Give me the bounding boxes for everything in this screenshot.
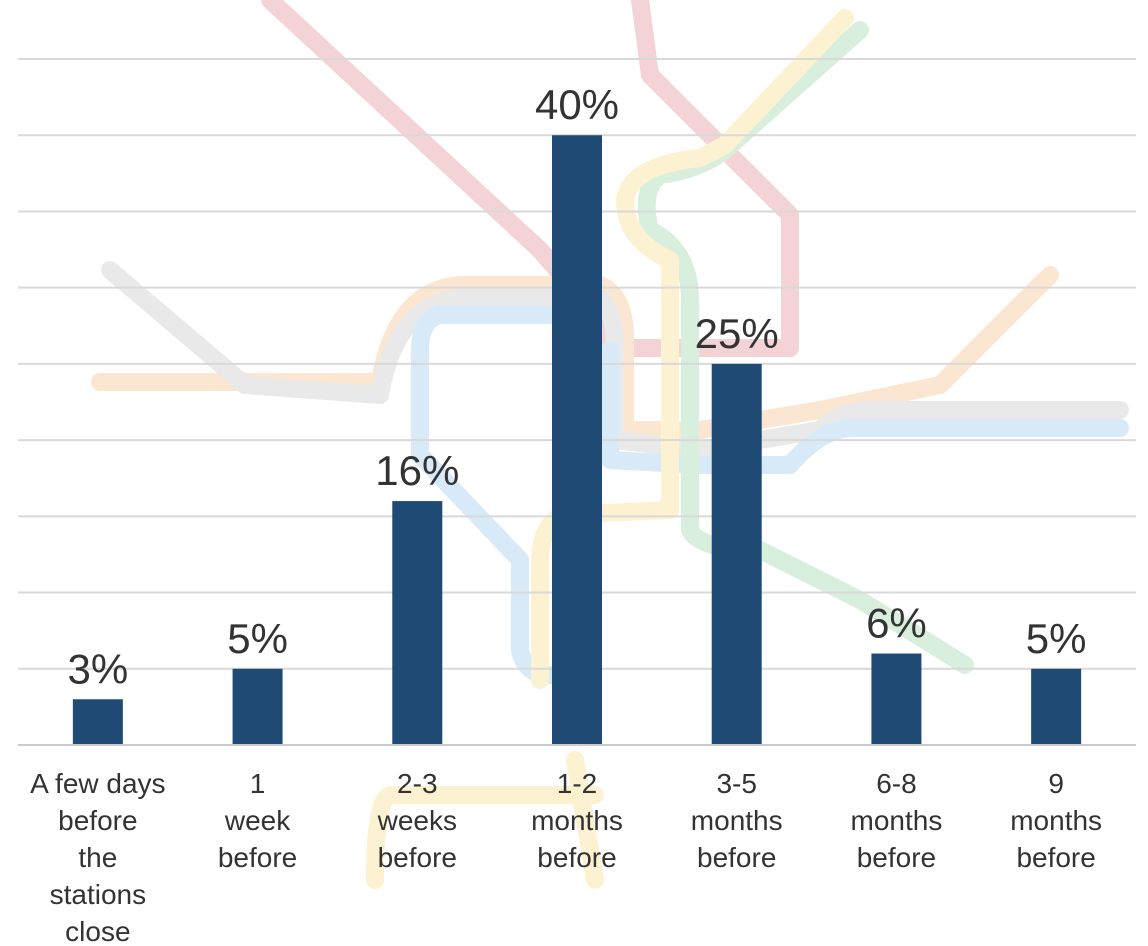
category-label-line: 2-3 — [397, 768, 437, 799]
bar — [72, 699, 123, 745]
category-label-line: before — [1016, 842, 1095, 873]
category-label-line: 6-8 — [876, 768, 916, 799]
category-label-line: months — [691, 805, 783, 836]
category-label: 6-8 months before — [851, 768, 943, 873]
category-label-line: before — [857, 842, 936, 873]
data-label: 40% — [535, 81, 619, 128]
bar — [552, 135, 602, 745]
category-label-line: before — [537, 842, 616, 873]
category-label-line: 9 — [1048, 768, 1064, 799]
category-label-line: before — [697, 842, 776, 873]
bar — [711, 363, 762, 745]
category-label: 3-5 months before — [691, 768, 783, 873]
metro-line-green — [637, 21, 974, 674]
category-label-line: months — [1010, 805, 1102, 836]
category-label-line: 1-2 — [557, 768, 597, 799]
metro-line-blue — [411, 306, 1129, 684]
data-label: 5% — [227, 615, 288, 662]
category-label-line: before — [218, 842, 297, 873]
metro-line-orange — [91, 266, 1059, 439]
bar — [232, 668, 283, 745]
category-label-line: months — [851, 805, 943, 836]
category-label-line: before — [58, 805, 137, 836]
data-label: 6% — [866, 600, 927, 647]
value-labels: 3% 5% 16% 40% 25% 6% 5% — [68, 81, 1087, 692]
category-label-line: the — [78, 842, 117, 873]
data-label: 16% — [375, 447, 459, 494]
category-label-line: months — [531, 805, 623, 836]
category-label-line: stations — [50, 879, 147, 910]
category-label: 2-3 weeks before — [377, 768, 457, 873]
category-label-line: 1 — [250, 768, 266, 799]
data-label: 5% — [1026, 615, 1087, 662]
category-label-line: close — [65, 916, 130, 946]
metro-line-red — [261, 0, 799, 357]
bar — [392, 501, 443, 745]
category-label-line: weeks — [377, 805, 457, 836]
category-label-line: A few days — [30, 768, 165, 799]
data-label: 25% — [695, 310, 779, 357]
category-label: A few days before the stations close — [30, 768, 165, 946]
category-label-line: before — [378, 842, 457, 873]
category-label-line: week — [224, 805, 291, 836]
bar — [1031, 668, 1082, 745]
data-label: 3% — [68, 645, 129, 692]
bar — [871, 653, 922, 745]
metro-map-background — [91, 0, 1129, 889]
metro-line-silver — [101, 261, 1129, 459]
category-label-line: 3-5 — [716, 768, 756, 799]
category-labels: A few days before the stations close 1 week bef… — [30, 768, 1102, 946]
bars — [72, 135, 1082, 745]
category-label: 1 week before — [218, 768, 297, 873]
category-label: 9 months before — [1010, 768, 1102, 873]
category-label: 1-2 months before — [531, 768, 623, 873]
metro-line-yellow — [366, 9, 854, 889]
